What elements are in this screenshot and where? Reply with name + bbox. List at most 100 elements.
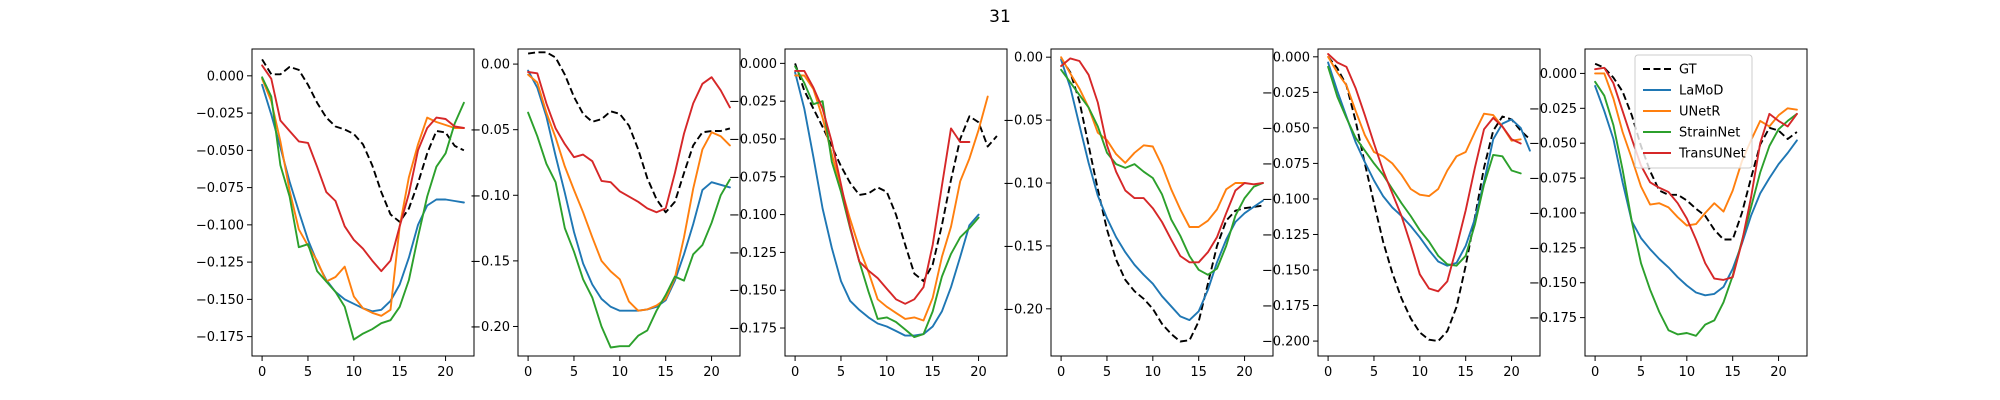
y-tick-label: 0.000 — [1540, 67, 1577, 82]
x-tick-label: 20 — [437, 365, 454, 380]
subplot-2: 0 5 10 15 20 0.00 −0.05 −0.10 −0.15 −0.20 — [470, 48, 741, 380]
y-tick-label: −0.10 — [470, 189, 510, 204]
x-tick-label: 10 — [1145, 365, 1162, 380]
y-tick-label: −0.175 — [1529, 311, 1577, 326]
y-tick-label: −0.100 — [1262, 192, 1310, 207]
series-line-transunet — [1594, 66, 1798, 281]
y-tick-label: 0.000 — [207, 69, 244, 84]
subplots: 0 5 10 15 200.000−0.025−0.050−0.075−0.100−0.… — [196, 48, 1808, 380]
axes-frame — [1584, 48, 1808, 357]
y-tick-label: −0.125 — [1529, 241, 1577, 256]
y-tick-label: −0.025 — [1529, 102, 1577, 117]
x-tick-label: 20 — [703, 365, 720, 380]
series-line-gt — [527, 51, 731, 214]
x-tick-label: 20 — [1503, 365, 1520, 380]
axes-frame — [251, 48, 475, 357]
y-tick-label: 0.000 — [740, 57, 777, 72]
y-tick-label: −0.175 — [729, 322, 777, 337]
axes-frame — [1317, 48, 1541, 357]
series-line-unetr — [527, 73, 731, 312]
series-line-strainnet — [1594, 80, 1798, 337]
x-tick-label: 5 — [837, 365, 845, 380]
y-tick-label: −0.025 — [729, 95, 777, 110]
y-tick-label: −0.200 — [1262, 335, 1310, 350]
x-tick-label: 5 — [570, 365, 578, 380]
y-tick-label: 0.00 — [481, 58, 510, 73]
subplot-4: 0 5 10 15 20 0.00 −0.05 −0.10 −0.15 −0.20 — [1003, 48, 1274, 380]
axes-frame — [784, 48, 1008, 357]
x-tick-label: 5 — [1370, 365, 1378, 380]
legend-label-gt: GT — [1679, 63, 1697, 78]
series-line-gt — [1060, 57, 1264, 343]
x-tick-label: 20 — [1770, 365, 1787, 380]
series-line-lamod — [1327, 61, 1531, 267]
x-tick-label: 15 — [1724, 365, 1741, 380]
subplot-1: 0 5 10 15 20 0.000 −0.025 −0.050 −0.075 −0.100 −0.… — [196, 48, 475, 380]
y-tick-label: −0.075 — [1262, 157, 1310, 172]
series-line-transunet — [1327, 53, 1522, 293]
y-tick-label: −0.150 — [196, 293, 244, 308]
x-tick-label: 5 — [1637, 365, 1645, 380]
series-line-gt — [1594, 62, 1798, 241]
y-tick-label: −0.075 — [1529, 172, 1577, 187]
x-tick-label: 0 — [1591, 365, 1599, 380]
x-tick-label: 0 — [258, 365, 266, 380]
y-tick-label: −0.050 — [1529, 137, 1577, 152]
series-line-unetr — [261, 77, 465, 317]
y-tick-label: −0.20 — [470, 320, 510, 335]
x-tick-label: 15 — [1457, 365, 1474, 380]
legend-box — [1634, 54, 1753, 169]
axes-frame — [517, 48, 741, 357]
series-line-unetr — [1327, 55, 1522, 198]
series-line-lamod — [527, 69, 731, 312]
y-tick-label: 0.000 — [1273, 50, 1310, 65]
legend-label-unetr: UNetR — [1679, 105, 1720, 120]
x-tick-label: 20 — [970, 365, 987, 380]
x-tick-label: 5 — [304, 365, 312, 380]
series-line-strainnet — [1327, 65, 1522, 267]
series-line-gt — [794, 63, 998, 283]
x-tick-label: 0 — [524, 365, 532, 380]
y-tick-label: −0.175 — [1262, 299, 1310, 314]
x-tick-label: 10 — [879, 365, 896, 380]
y-tick-label: −0.050 — [196, 144, 244, 159]
y-tick-label: −0.125 — [729, 246, 777, 261]
y-tick-label: −0.100 — [729, 208, 777, 223]
series-line-gt — [1327, 56, 1531, 343]
series-line-transunet — [1060, 57, 1264, 264]
axes-frame — [1050, 48, 1274, 357]
series-line-transunet — [261, 64, 465, 273]
y-tick-label: −0.175 — [196, 330, 244, 345]
y-tick-label: −0.100 — [1529, 206, 1577, 221]
series-line-unetr — [1594, 72, 1798, 227]
y-tick-label: −0.075 — [196, 181, 244, 196]
y-tick-label: −0.050 — [1262, 121, 1310, 136]
y-tick-label: −0.125 — [1262, 228, 1310, 243]
series-line-transunet — [527, 71, 731, 214]
y-tick-label: −0.20 — [1003, 302, 1043, 317]
subplot-3: 0 5 10 15 20 0.000 −0.025 −0.050 −0.075 −0.100 −0.… — [729, 48, 1008, 380]
legend: GT LaMoD UNetR StrainNet TransUNet — [1634, 54, 1753, 169]
y-tick-label: −0.125 — [196, 256, 244, 271]
x-tick-label: 15 — [391, 365, 408, 380]
y-tick-label: −0.025 — [1262, 86, 1310, 101]
x-tick-label: 0 — [791, 365, 799, 380]
x-tick-label: 15 — [924, 365, 941, 380]
series-line-lamod — [794, 71, 980, 337]
y-tick-label: −0.150 — [1262, 264, 1310, 279]
x-tick-label: 10 — [612, 365, 629, 380]
x-tick-label: 10 — [1679, 365, 1696, 380]
subplot-6: 0 5 10 15 20 0.000 −0.025 −0.050 −0.075 −0.100 −0.… — [1529, 48, 1808, 380]
y-tick-label: −0.05 — [470, 123, 510, 138]
y-tick-label: −0.05 — [1003, 114, 1043, 129]
series-line-gt — [261, 58, 465, 223]
y-tick-label: −0.15 — [1003, 239, 1043, 254]
x-tick-label: 0 — [1057, 365, 1065, 380]
y-tick-label: −0.025 — [196, 107, 244, 122]
y-tick-label: −0.10 — [1003, 176, 1043, 191]
y-tick-label: −0.15 — [470, 254, 510, 269]
legend-label-lamod: LaMoD — [1679, 84, 1723, 99]
y-tick-label: −0.075 — [729, 170, 777, 185]
series-line-strainnet — [527, 111, 731, 349]
